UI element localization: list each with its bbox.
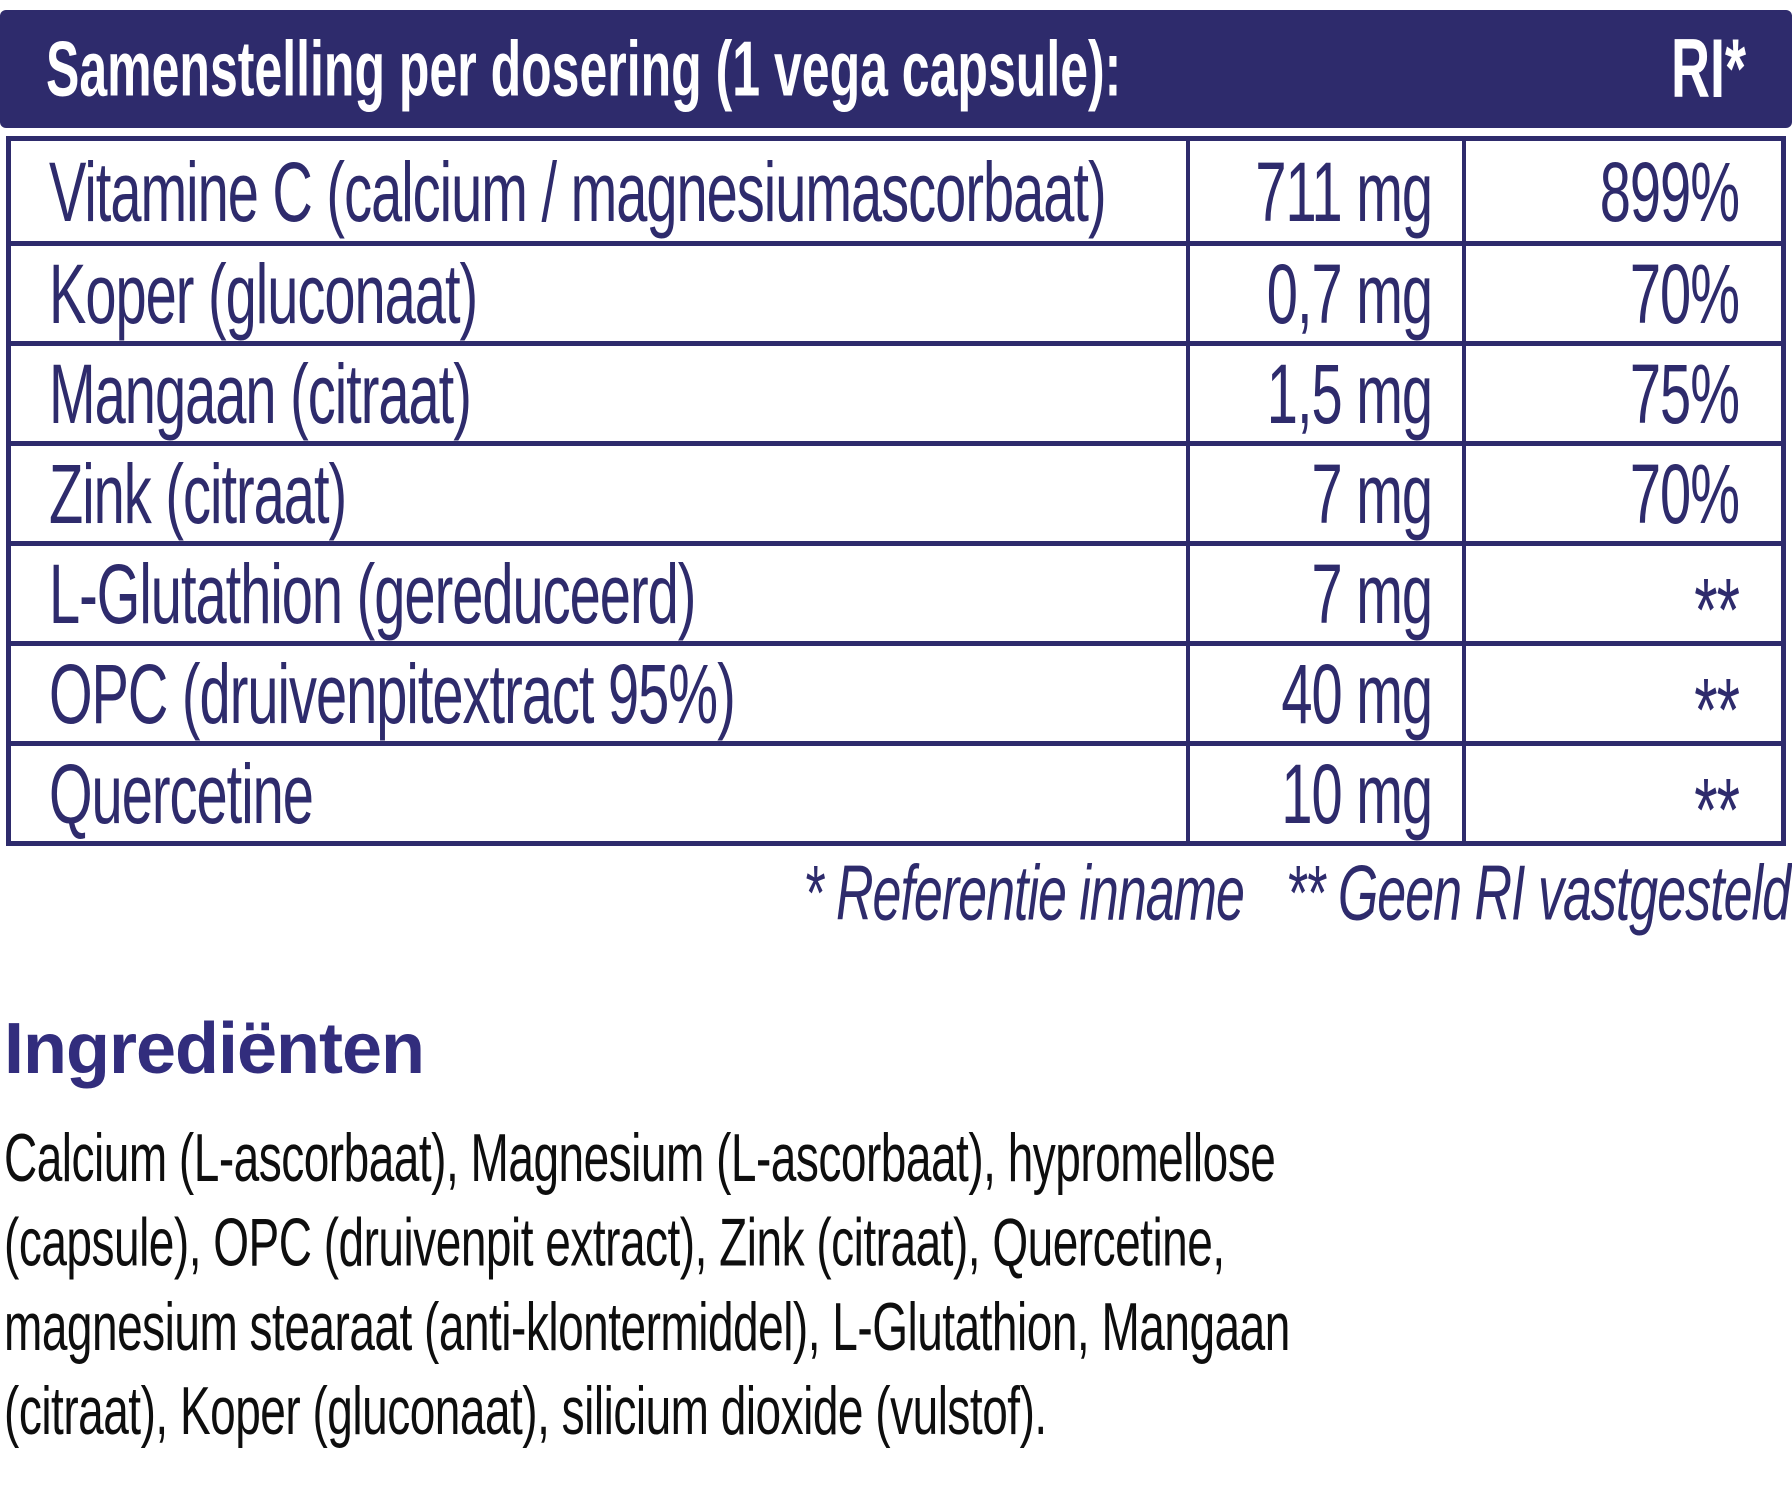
table-row: Mangaan (citraat) 1,5 mg 75% — [11, 341, 1781, 441]
ri-cell: 70% — [1462, 446, 1781, 541]
nutrient-name-cell: Vitamine C (calcium / magnesiumascorbaat… — [49, 143, 1107, 239]
amount-cell: 7 mg — [1186, 546, 1462, 641]
amount-cell: 0,7 mg — [1186, 246, 1462, 341]
ingredients-heading: Ingrediënten — [4, 1009, 425, 1089]
ri-cell: ** — [1462, 546, 1781, 660]
footnote-no-ri: ** Geen RI vastgesteld — [1285, 850, 1791, 938]
nutrient-name-cell: L-Glutathion (gereduceerd) — [49, 546, 696, 641]
nutrient-name-cell: Zink (citraat) — [49, 446, 347, 541]
amount-cell: 7 mg — [1186, 446, 1462, 541]
ri-cell: 75% — [1462, 346, 1781, 441]
table-row: OPC (druivenpitextract 95%) 40 mg ** — [11, 641, 1781, 760]
ingredients-text: Calcium (L-ascorbaat), Magnesium (L-asco… — [4, 1118, 1290, 1449]
ri-cell: 899% — [1462, 141, 1781, 241]
footnotes: * Referentie inname ** Geen RI vastgeste… — [0, 851, 1791, 938]
footnote-reference-intake: * Referentie inname — [803, 850, 1245, 938]
nutrient-name-cell: OPC (druivenpitextract 95%) — [49, 646, 736, 741]
table-row: Vitamine C (calcium / magnesiumascorbaat… — [11, 141, 1781, 241]
composition-table: Vitamine C (calcium / magnesiumascorbaat… — [6, 136, 1786, 860]
table-row: L-Glutathion (gereduceerd) 7 mg ** — [11, 541, 1781, 660]
ri-cell: 70% — [1462, 246, 1781, 341]
nutrient-name-cell: Quercetine — [49, 746, 314, 841]
table-row: Koper (gluconaat) 0,7 mg 70% — [11, 241, 1781, 341]
amount-cell: 10 mg — [1186, 746, 1462, 841]
amount-cell: 711 mg — [1186, 141, 1462, 241]
table-row: Quercetine 10 mg ** — [11, 741, 1781, 860]
composition-header-bar: Samenstelling per dosering (1 vega capsu… — [0, 10, 1792, 128]
amount-cell: 1,5 mg — [1186, 346, 1462, 441]
amount-cell: 40 mg — [1186, 646, 1462, 741]
ri-cell: ** — [1462, 646, 1781, 760]
ri-column-header: RI* — [1670, 22, 1746, 116]
nutrient-name-cell: Mangaan (citraat) — [49, 346, 472, 441]
ri-cell: ** — [1462, 746, 1781, 860]
table-row: Zink (citraat) 7 mg 70% — [11, 441, 1781, 541]
composition-title: Samenstelling per dosering (1 vega capsu… — [46, 25, 1122, 113]
nutrient-name-cell: Koper (gluconaat) — [49, 246, 478, 341]
